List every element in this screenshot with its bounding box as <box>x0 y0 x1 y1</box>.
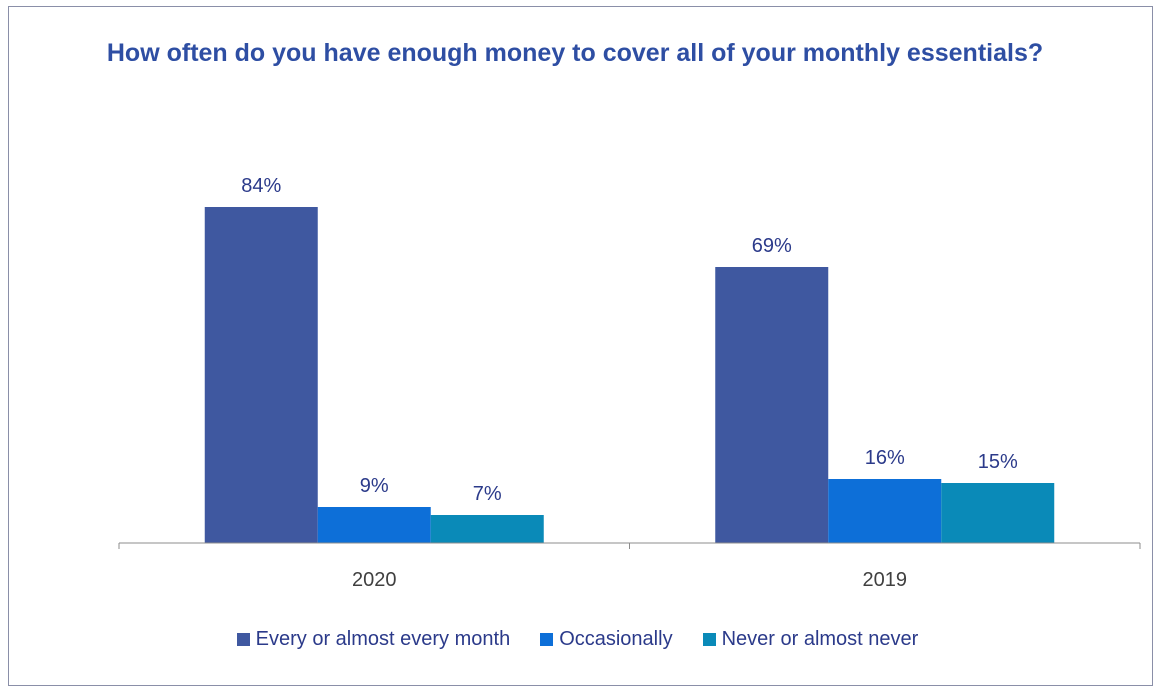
data-label-occasionally-2020: 9% <box>360 475 389 497</box>
data-label-occasionally-2019: 16% <box>865 447 905 469</box>
legend-swatch <box>702 632 716 646</box>
bar-never-or-almost-never-2019 <box>941 483 1055 543</box>
legend-label: Occasionally <box>559 627 673 650</box>
bar-every-or-almost-every-month-2020 <box>204 207 318 543</box>
data-label-every-or-almost-every-month-2019: 69% <box>752 235 792 257</box>
x-tick-label-2020: 2020 <box>352 569 397 591</box>
bar-never-or-almost-never-2020 <box>430 515 544 543</box>
chart-legend: Every or almost every month Occasionally N… <box>0 624 1155 654</box>
legend-item-occasionally: Occasionally <box>540 627 673 651</box>
data-label-every-or-almost-every-month-2020: 84% <box>241 175 281 197</box>
data-label-never-or-almost-never-2019: 15% <box>978 451 1018 473</box>
legend-label: Every or almost every month <box>255 627 511 650</box>
legend-label: Never or almost never <box>721 627 919 650</box>
x-tick-label-2019: 2019 <box>863 569 908 591</box>
chart-title: How often do you have enough money to co… <box>106 39 1044 67</box>
legend-item-never-or-almost-never: Never or almost never <box>702 627 919 651</box>
legend-swatch <box>236 632 250 646</box>
bar-occasionally-2020 <box>317 507 431 543</box>
legend-swatch <box>540 632 554 646</box>
bar-occasionally-2019 <box>828 479 942 543</box>
data-label-never-or-almost-never-2020: 7% <box>473 483 502 505</box>
legend-item-every-or-almost-every-month: Every or almost every month <box>236 627 511 651</box>
bar-every-or-almost-every-month-2019 <box>715 267 829 543</box>
chart-frame <box>8 6 1153 686</box>
